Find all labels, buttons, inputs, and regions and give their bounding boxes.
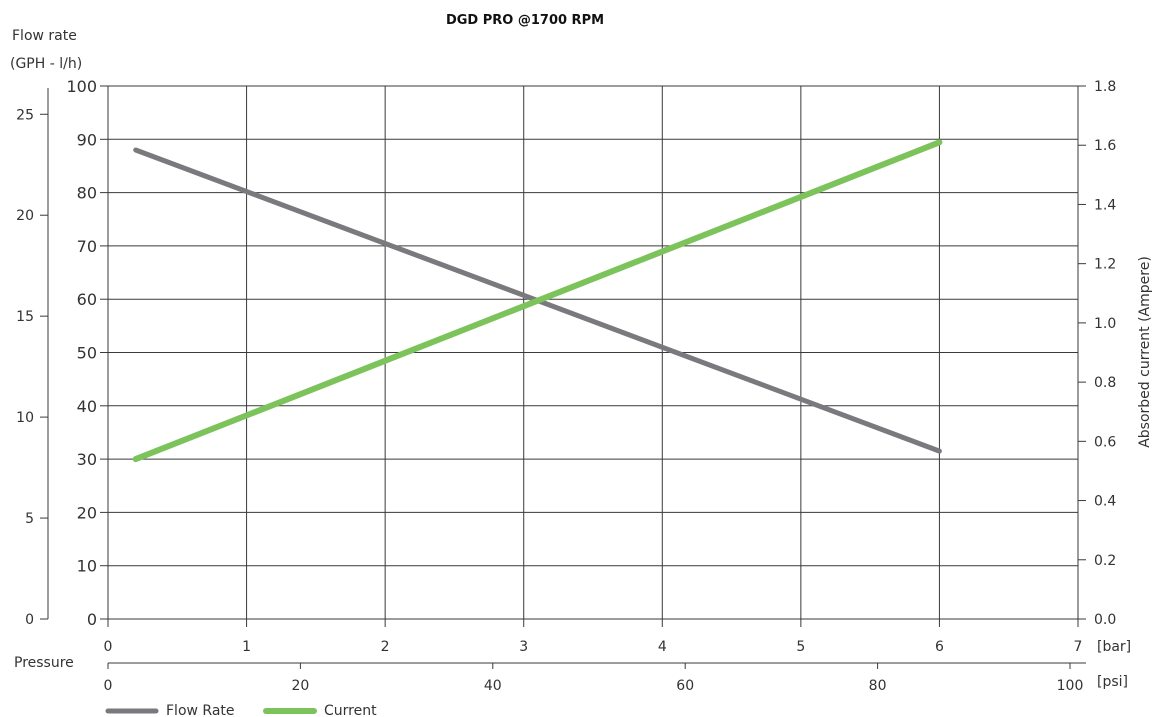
legend: Flow Rate Current [105,703,377,717]
gph-tick-label: 10 [16,410,34,426]
series [132,139,943,463]
bar-tick-label: 4 [658,639,667,655]
ampere-tick-label: 1.2 [1094,257,1116,273]
ampere-tick-label: 0.6 [1094,434,1116,450]
gph-tick-label: 0 [25,612,34,628]
lh-tick-label: 90 [77,130,97,149]
lh-tick-label: 40 [77,397,97,416]
ampere-tick-label: 0.2 [1094,553,1116,569]
bar-tick-label: 2 [381,639,390,655]
psi-tick-label: 20 [291,678,309,694]
lh-tick-label: 50 [77,344,97,363]
psi-tick-label: 100 [1057,678,1084,694]
bar-unit-label: [bar] [1097,639,1131,655]
x-axis-title: Pressure [14,655,74,671]
ampere-tick-label: 0.4 [1094,494,1116,510]
psi-unit-label: [psi] [1097,674,1128,690]
legend-label: Flow Rate [166,703,235,717]
ampere-tick-label: 1.4 [1094,197,1116,213]
psi-tick-label: 0 [104,678,113,694]
bar-tick-label: 3 [519,639,528,655]
lh-tick-label: 30 [77,450,97,469]
left-axis-title-line1: Flow rate [12,28,77,44]
chart-title: DGD PRO @1700 RPM [446,13,604,28]
lh-tick-label: 0 [87,610,97,629]
lh-tick-label: 60 [77,290,97,309]
gph-tick-label: 20 [16,208,34,224]
bar-tick-label: 7 [1074,639,1083,655]
psi-tick-label: 80 [869,678,887,694]
lh-tick-label: 70 [77,237,97,256]
ampere-tick-label: 0.8 [1094,375,1116,391]
lh-tick-label: 100 [66,77,97,96]
legend-label: Current [324,703,377,717]
ampere-tick-label: 1.6 [1094,138,1116,154]
bar-tick-label: 5 [796,639,805,655]
ampere-tick-label: 0.0 [1094,612,1116,628]
psi-tick-label: 40 [484,678,502,694]
gph-tick-label: 5 [25,511,34,527]
psi-tick-label: 60 [676,678,694,694]
grid [107,85,1079,620]
lh-tick-label: 10 [77,557,97,576]
bar-tick-label: 0 [104,639,113,655]
ampere-tick-label: 1.8 [1094,79,1116,95]
lh-tick-label: 20 [77,503,97,522]
lh-tick-label: 80 [77,184,97,203]
right-axis-title: Absorbed current (Ampere) [1137,256,1153,448]
gph-tick-label: 15 [16,309,34,325]
bar-tick-label: 1 [242,639,251,655]
ampere-tick-label: 1.0 [1094,316,1116,332]
series-line-current [132,139,943,463]
left-axis-title-line2: (GPH - l/h) [10,56,82,72]
gph-tick-label: 25 [16,107,34,123]
bar-tick-label: 6 [935,639,944,655]
